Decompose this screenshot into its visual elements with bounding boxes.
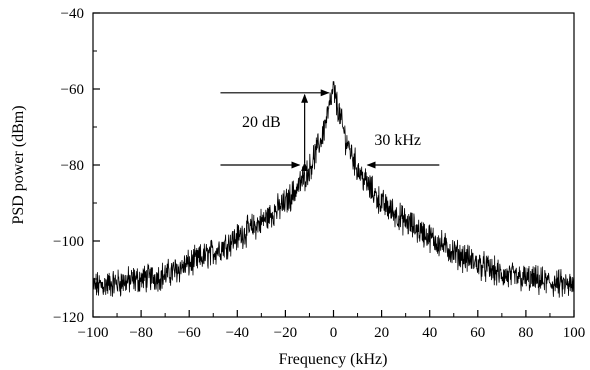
twenty-db-label: 20 dB — [242, 114, 281, 131]
y-tick-label: −80 — [61, 158, 84, 174]
y-tick-label: −100 — [53, 234, 84, 250]
y-axis-ticks: −120 −100 −80 −60 −40 — [53, 6, 100, 326]
y-axis-label: PSD power (dBm) — [10, 105, 27, 224]
psd-trace — [92, 81, 575, 298]
x-tick-label: 20 — [374, 325, 389, 341]
x-tick-label: 100 — [563, 325, 586, 341]
x-axis-ticks: −100 −80 −60 −40 −20 0 20 40 60 80 100 — [78, 310, 586, 341]
x-tick-label: −40 — [226, 325, 249, 341]
x-tick-label: 40 — [422, 325, 437, 341]
x-tick-label: −60 — [177, 325, 200, 341]
plot-area: −120−100−80−60−40 −100 −80 −60 −40 −20 0 20 40 6… — [53, 6, 585, 341]
annotation-layer: 20 dB 30 kHz — [220, 89, 440, 171]
y-tick-label: −120 — [53, 310, 84, 326]
x-tick-label: −80 — [129, 325, 152, 341]
y-tick-label: −60 — [61, 82, 84, 98]
x-tick-label: 80 — [518, 325, 533, 341]
y-tick-label: −40 — [61, 6, 84, 22]
thirty-khz-label: 30 kHz — [374, 132, 421, 149]
x-axis-label: Frequency (kHz) — [279, 351, 388, 368]
x-tick-label: −100 — [78, 325, 109, 341]
series-layer — [92, 81, 575, 298]
x-tick-label: 60 — [470, 325, 485, 341]
x-tick-label: 0 — [330, 325, 338, 341]
x-tick-label: −20 — [274, 325, 297, 341]
